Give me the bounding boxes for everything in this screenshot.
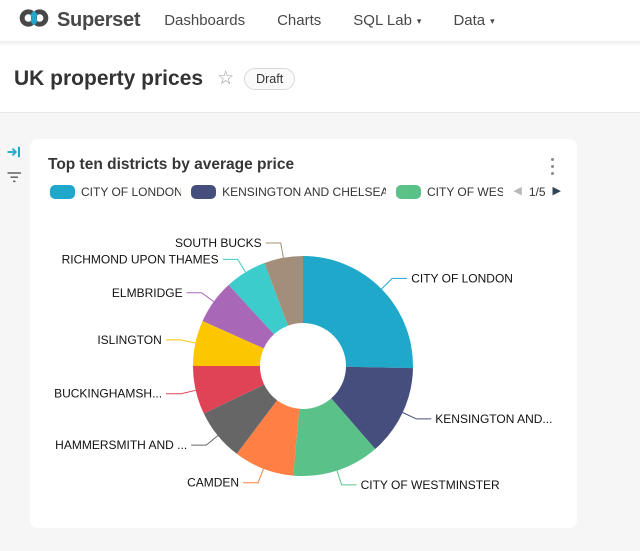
- donut-slice-kensington-and-chelsea[interactable]: [331, 366, 413, 449]
- donut-slice-islington[interactable]: [192, 321, 264, 366]
- chevron-down-icon: ▾: [416, 16, 422, 26]
- donut-slice-camden[interactable]: [236, 400, 300, 476]
- nav-item-charts[interactable]: Charts: [277, 12, 322, 29]
- legend-pagination: ◀ 1/5 ▶: [513, 185, 561, 199]
- slice-label: RICHMOND UPON THAMES: [62, 252, 219, 266]
- chart-title: Top ten districts by average price: [48, 156, 295, 173]
- slice-leader-line: [265, 242, 284, 258]
- nav-item-dashboards[interactable]: Dashboards: [164, 12, 246, 29]
- dashboard-header: UK property prices ☆ Draft: [0, 45, 640, 113]
- slice-label: HAMMERSMITH AND ...: [55, 438, 187, 452]
- slice-label: CITY OF LONDON: [411, 271, 513, 285]
- legend-swatch: [50, 184, 75, 199]
- legend-item-kensington-and-chelsea[interactable]: KENSINGTON AND CHELSEA: [191, 184, 386, 199]
- infinity-logo-icon: [18, 6, 50, 35]
- slice-leader-line: [191, 435, 219, 446]
- slice-leader-line: [243, 468, 264, 484]
- donut-slice-richmond-upon-thames[interactable]: [228, 263, 288, 335]
- chart-card: Top ten districts by average price CITY …: [30, 139, 577, 528]
- legend-swatch: [395, 184, 421, 199]
- chevron-down-icon: ▾: [490, 16, 495, 26]
- slice-label: KENSINGTON AND...: [435, 412, 552, 426]
- legend-prev-page-icon[interactable]: ◀: [513, 185, 522, 197]
- brand-name: Superset: [57, 9, 141, 31]
- favorite-star-icon[interactable]: ☆: [217, 68, 235, 89]
- status-badge: Draft: [244, 67, 296, 90]
- chart-card-header: Top ten districts by average price: [30, 139, 577, 175]
- slice-leader-line: [381, 277, 408, 290]
- page-title: UK property prices: [14, 66, 204, 90]
- donut-slice-city-of-london[interactable]: [303, 256, 414, 369]
- main-nav: Dashboards Charts SQL Lab ▾ Data ▾: [148, 0, 510, 41]
- legend-page-indicator: 1/5: [528, 184, 546, 199]
- slice-leader-line: [186, 292, 215, 303]
- slice-leader-line: [336, 470, 357, 486]
- slice-leader-line: [402, 412, 432, 420]
- slice-label: BUCKINGHAMSH...: [54, 387, 162, 401]
- slice-label: CAMDEN: [187, 476, 239, 490]
- chart-options-kebab-icon[interactable]: [544, 155, 560, 177]
- filter-bar-collapsed: [0, 114, 30, 551]
- slice-label: CITY OF WESTMINSTER: [361, 478, 500, 492]
- legend-item-city-of-westminster[interactable]: CITY OF WES: [395, 184, 503, 199]
- donut-slice-buckinghamshire[interactable]: [193, 366, 265, 414]
- slice-leader-line: [222, 258, 246, 273]
- top-nav: Superset Dashboards Charts SQL Lab ▾ Dat…: [0, 0, 640, 43]
- slice-label: ELMBRIDGE: [112, 286, 183, 300]
- donut-slice-hammersmith-and-fulham[interactable]: [203, 384, 278, 454]
- filter-icon[interactable]: [7, 171, 23, 187]
- slice-label: ISLINGTON: [97, 333, 161, 347]
- nav-item-data[interactable]: Data ▾: [453, 12, 495, 29]
- superset-logo[interactable]: Superset: [18, 6, 140, 35]
- legend-next-page-icon[interactable]: ▶: [552, 185, 561, 197]
- slice-leader-line: [165, 339, 196, 344]
- dashboard-content: Top ten districts by average price CITY …: [0, 114, 640, 551]
- slice-leader-line: [166, 389, 196, 395]
- donut-slice-city-of-westminster[interactable]: [293, 398, 376, 477]
- chart-legend: CITY OF LONDON KENSINGTON AND CHELSEA CI…: [50, 183, 561, 200]
- slice-label: SOUTH BUCKS: [175, 236, 262, 250]
- nav-item-sql-lab[interactable]: SQL Lab ▾: [353, 12, 422, 29]
- donut-chart: CITY OF LONDON KENSINGTON AND... CITY OF W…: [54, 236, 552, 492]
- expand-filter-bar-icon[interactable]: [7, 145, 23, 161]
- donut-slice-elmbridge[interactable]: [202, 284, 274, 349]
- legend-swatch: [191, 184, 217, 199]
- donut-slice-south-bucks[interactable]: [264, 256, 303, 326]
- legend-item-city-of-london[interactable]: CITY OF LONDON: [50, 184, 181, 199]
